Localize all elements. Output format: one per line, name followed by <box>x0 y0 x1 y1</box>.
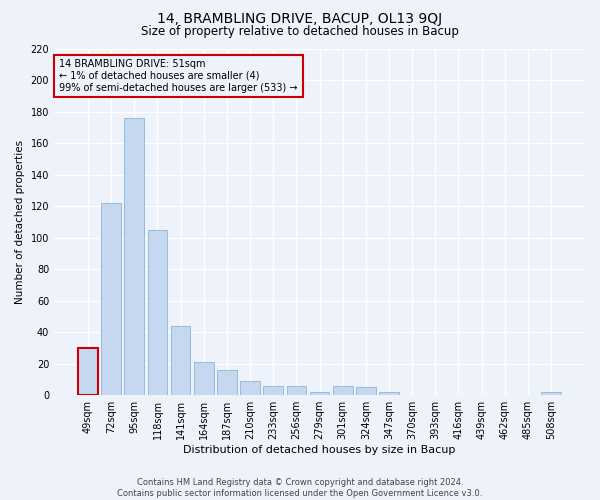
Text: 14, BRAMBLING DRIVE, BACUP, OL13 9QJ: 14, BRAMBLING DRIVE, BACUP, OL13 9QJ <box>157 12 443 26</box>
Bar <box>356 388 376 395</box>
Bar <box>310 392 329 395</box>
Bar <box>263 386 283 395</box>
Text: 14 BRAMBLING DRIVE: 51sqm
← 1% of detached houses are smaller (4)
99% of semi-de: 14 BRAMBLING DRIVE: 51sqm ← 1% of detach… <box>59 60 298 92</box>
Bar <box>379 392 399 395</box>
Bar <box>333 386 353 395</box>
Bar <box>148 230 167 395</box>
Bar <box>124 118 144 395</box>
Bar <box>240 381 260 395</box>
Bar <box>101 203 121 395</box>
Text: Size of property relative to detached houses in Bacup: Size of property relative to detached ho… <box>141 25 459 38</box>
Bar <box>194 362 214 395</box>
Bar <box>541 392 561 395</box>
Text: Contains HM Land Registry data © Crown copyright and database right 2024.
Contai: Contains HM Land Registry data © Crown c… <box>118 478 482 498</box>
Y-axis label: Number of detached properties: Number of detached properties <box>15 140 25 304</box>
Bar <box>78 348 98 395</box>
Bar <box>171 326 190 395</box>
Bar <box>287 386 306 395</box>
X-axis label: Distribution of detached houses by size in Bacup: Distribution of detached houses by size … <box>184 445 456 455</box>
Bar <box>217 370 237 395</box>
